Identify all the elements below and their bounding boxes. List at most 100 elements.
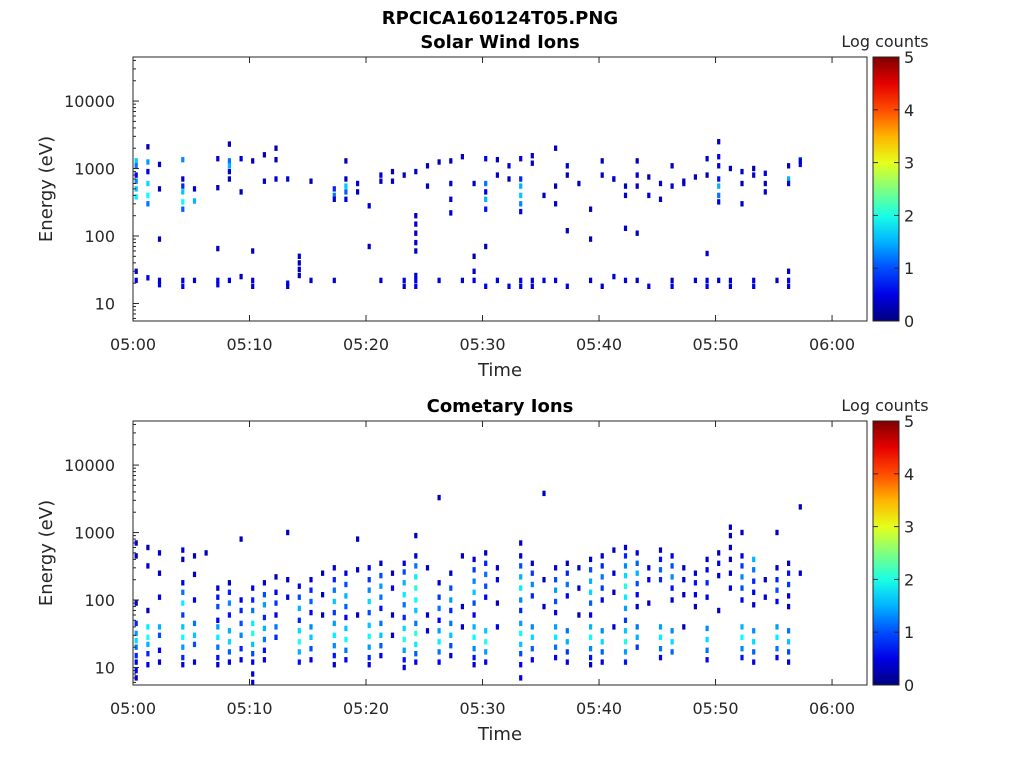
spectrogram-cell: [600, 639, 604, 645]
spectrogram-cell: [705, 625, 709, 632]
spectrogram-cell: [192, 571, 197, 578]
spectrogram-cell: [495, 172, 499, 178]
spectrogram-cell: [530, 593, 534, 599]
spectrogram-cell: [367, 598, 371, 605]
spectrogram-cell: [332, 598, 336, 605]
spectrogram-cell: [763, 170, 767, 176]
spectrogram-cell: [134, 637, 138, 644]
spectrogram-cell: [484, 156, 488, 162]
spectrogram-cell: [181, 157, 185, 163]
spectrogram-cell: [472, 253, 476, 259]
colorbar-tick-label: 3: [904, 518, 914, 537]
spectrogram-cell: [670, 597, 674, 603]
spectrogram-cell: [787, 277, 791, 284]
spectrogram-cell: [647, 283, 651, 289]
spectrogram-cell: [379, 583, 383, 589]
spectrogram-cell: [134, 163, 138, 169]
colorbar-tick-label: 1: [904, 623, 914, 642]
spectrogram-cell: [286, 280, 290, 286]
spectrogram-cell: [472, 578, 476, 584]
spectrogram-cell: [740, 654, 744, 661]
spectrogram-cell: [623, 572, 628, 579]
spectrogram-cell: [146, 634, 150, 640]
spectrogram-cell: [216, 245, 220, 252]
spectrogram-cell: [693, 570, 697, 576]
spectrogram-cell: [635, 158, 639, 164]
spectrogram-cell: [670, 553, 674, 559]
spectrogram-cell: [623, 617, 628, 623]
spectrogram-cell: [484, 659, 488, 665]
spectrogram-cell: [600, 172, 604, 178]
colorbar-tick-label: 2: [904, 206, 914, 225]
spectrogram-cell: [402, 283, 406, 289]
spectrogram-cell: [262, 580, 266, 586]
spectrogram-cell: [472, 567, 476, 573]
spectrogram-cell: [728, 570, 732, 576]
spectrogram-cell: [635, 560, 639, 566]
spectrogram-cell: [332, 565, 336, 571]
spectrogram-cell: [216, 156, 220, 162]
spectrogram-cell: [344, 176, 348, 182]
spectrogram-cell: [181, 624, 185, 630]
spectrogram-cell: [577, 585, 581, 591]
spectrogram-cell: [402, 647, 406, 653]
spectrogram-cell: [344, 614, 348, 621]
spectrogram-cell: [775, 277, 779, 284]
spectrogram-cell: [647, 174, 651, 180]
spectrogram-cell: [787, 628, 791, 634]
spectrogram-cell: [740, 597, 744, 603]
spectrogram-cell: [554, 277, 558, 284]
spectrogram-cell: [297, 272, 301, 279]
spectrogram-cell: [519, 183, 523, 189]
spectrogram-cell: [670, 563, 674, 569]
spectrogram-cell: [658, 180, 663, 187]
panel-title: Solar Wind Ions: [420, 32, 579, 53]
spectrogram-cell: [565, 628, 569, 634]
spectrogram-cell: [262, 152, 266, 158]
spectrogram-cell: [402, 592, 406, 598]
spectrogram-cell: [519, 540, 523, 546]
spectrogram-cell: [262, 636, 266, 643]
spectrogram-cell: [367, 633, 371, 639]
y-tick-label: 10: [95, 658, 115, 677]
spectrogram-cell: [204, 550, 208, 556]
spectrogram-cell: [752, 578, 756, 584]
spectrogram-cell: [390, 585, 395, 591]
spectrogram-cell: [309, 657, 313, 663]
spectrogram-cell: [251, 679, 255, 686]
spectrogram-cell: [658, 634, 663, 640]
spectrogram-cell: [181, 589, 185, 595]
spectrogram-cell: [181, 634, 185, 640]
spectrogram-cell: [623, 183, 628, 189]
spectrogram-cell: [647, 600, 651, 606]
spectrogram-cell: [484, 283, 488, 289]
spectrogram-cell: [670, 649, 674, 655]
spectrogram-cell: [623, 192, 628, 199]
spectrogram-cell: [309, 624, 313, 630]
spectrogram-cell: [216, 585, 220, 591]
spectrogram-cell: [449, 570, 453, 576]
spectrogram-cell: [227, 600, 231, 606]
spectrogram-cell: [705, 277, 709, 284]
spectrogram-cell: [297, 639, 301, 645]
colorbar-tick-label: 5: [904, 412, 914, 431]
spectrogram-cell: [332, 587, 336, 593]
spectrogram-cell: [472, 624, 476, 630]
spectrogram-cell: [146, 168, 150, 175]
spectrogram-cell: [262, 625, 266, 632]
spectrogram-cell: [297, 605, 301, 612]
spectrogram-cell: [752, 639, 756, 645]
spectrogram-cell: [623, 225, 628, 231]
spectrogram-cell: [472, 654, 476, 661]
spectrogram-cell: [402, 172, 406, 178]
spectrogram-cell: [612, 624, 616, 630]
spectrogram-cell: [752, 283, 756, 289]
y-tick-label: 10000: [64, 456, 115, 475]
spectrogram-cell: [390, 632, 395, 638]
spectrogram-cell: [530, 657, 534, 663]
spectrogram-cell: [565, 228, 569, 234]
y-tick-label: 100: [84, 591, 115, 610]
spectrogram-cell: [134, 630, 138, 637]
spectrogram-cell: [134, 644, 138, 650]
spectrogram-cell: [134, 675, 138, 681]
